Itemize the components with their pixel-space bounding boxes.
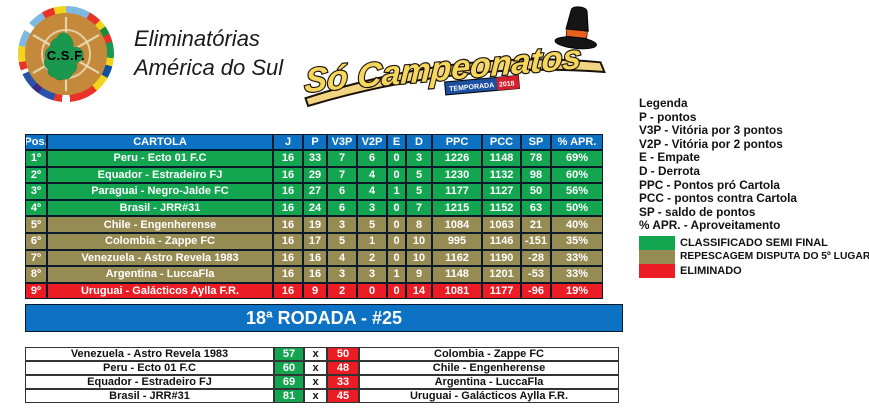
svg-text:2018: 2018 xyxy=(499,80,515,88)
svg-text:Só Campeonatos: Só Campeonatos xyxy=(304,38,583,100)
